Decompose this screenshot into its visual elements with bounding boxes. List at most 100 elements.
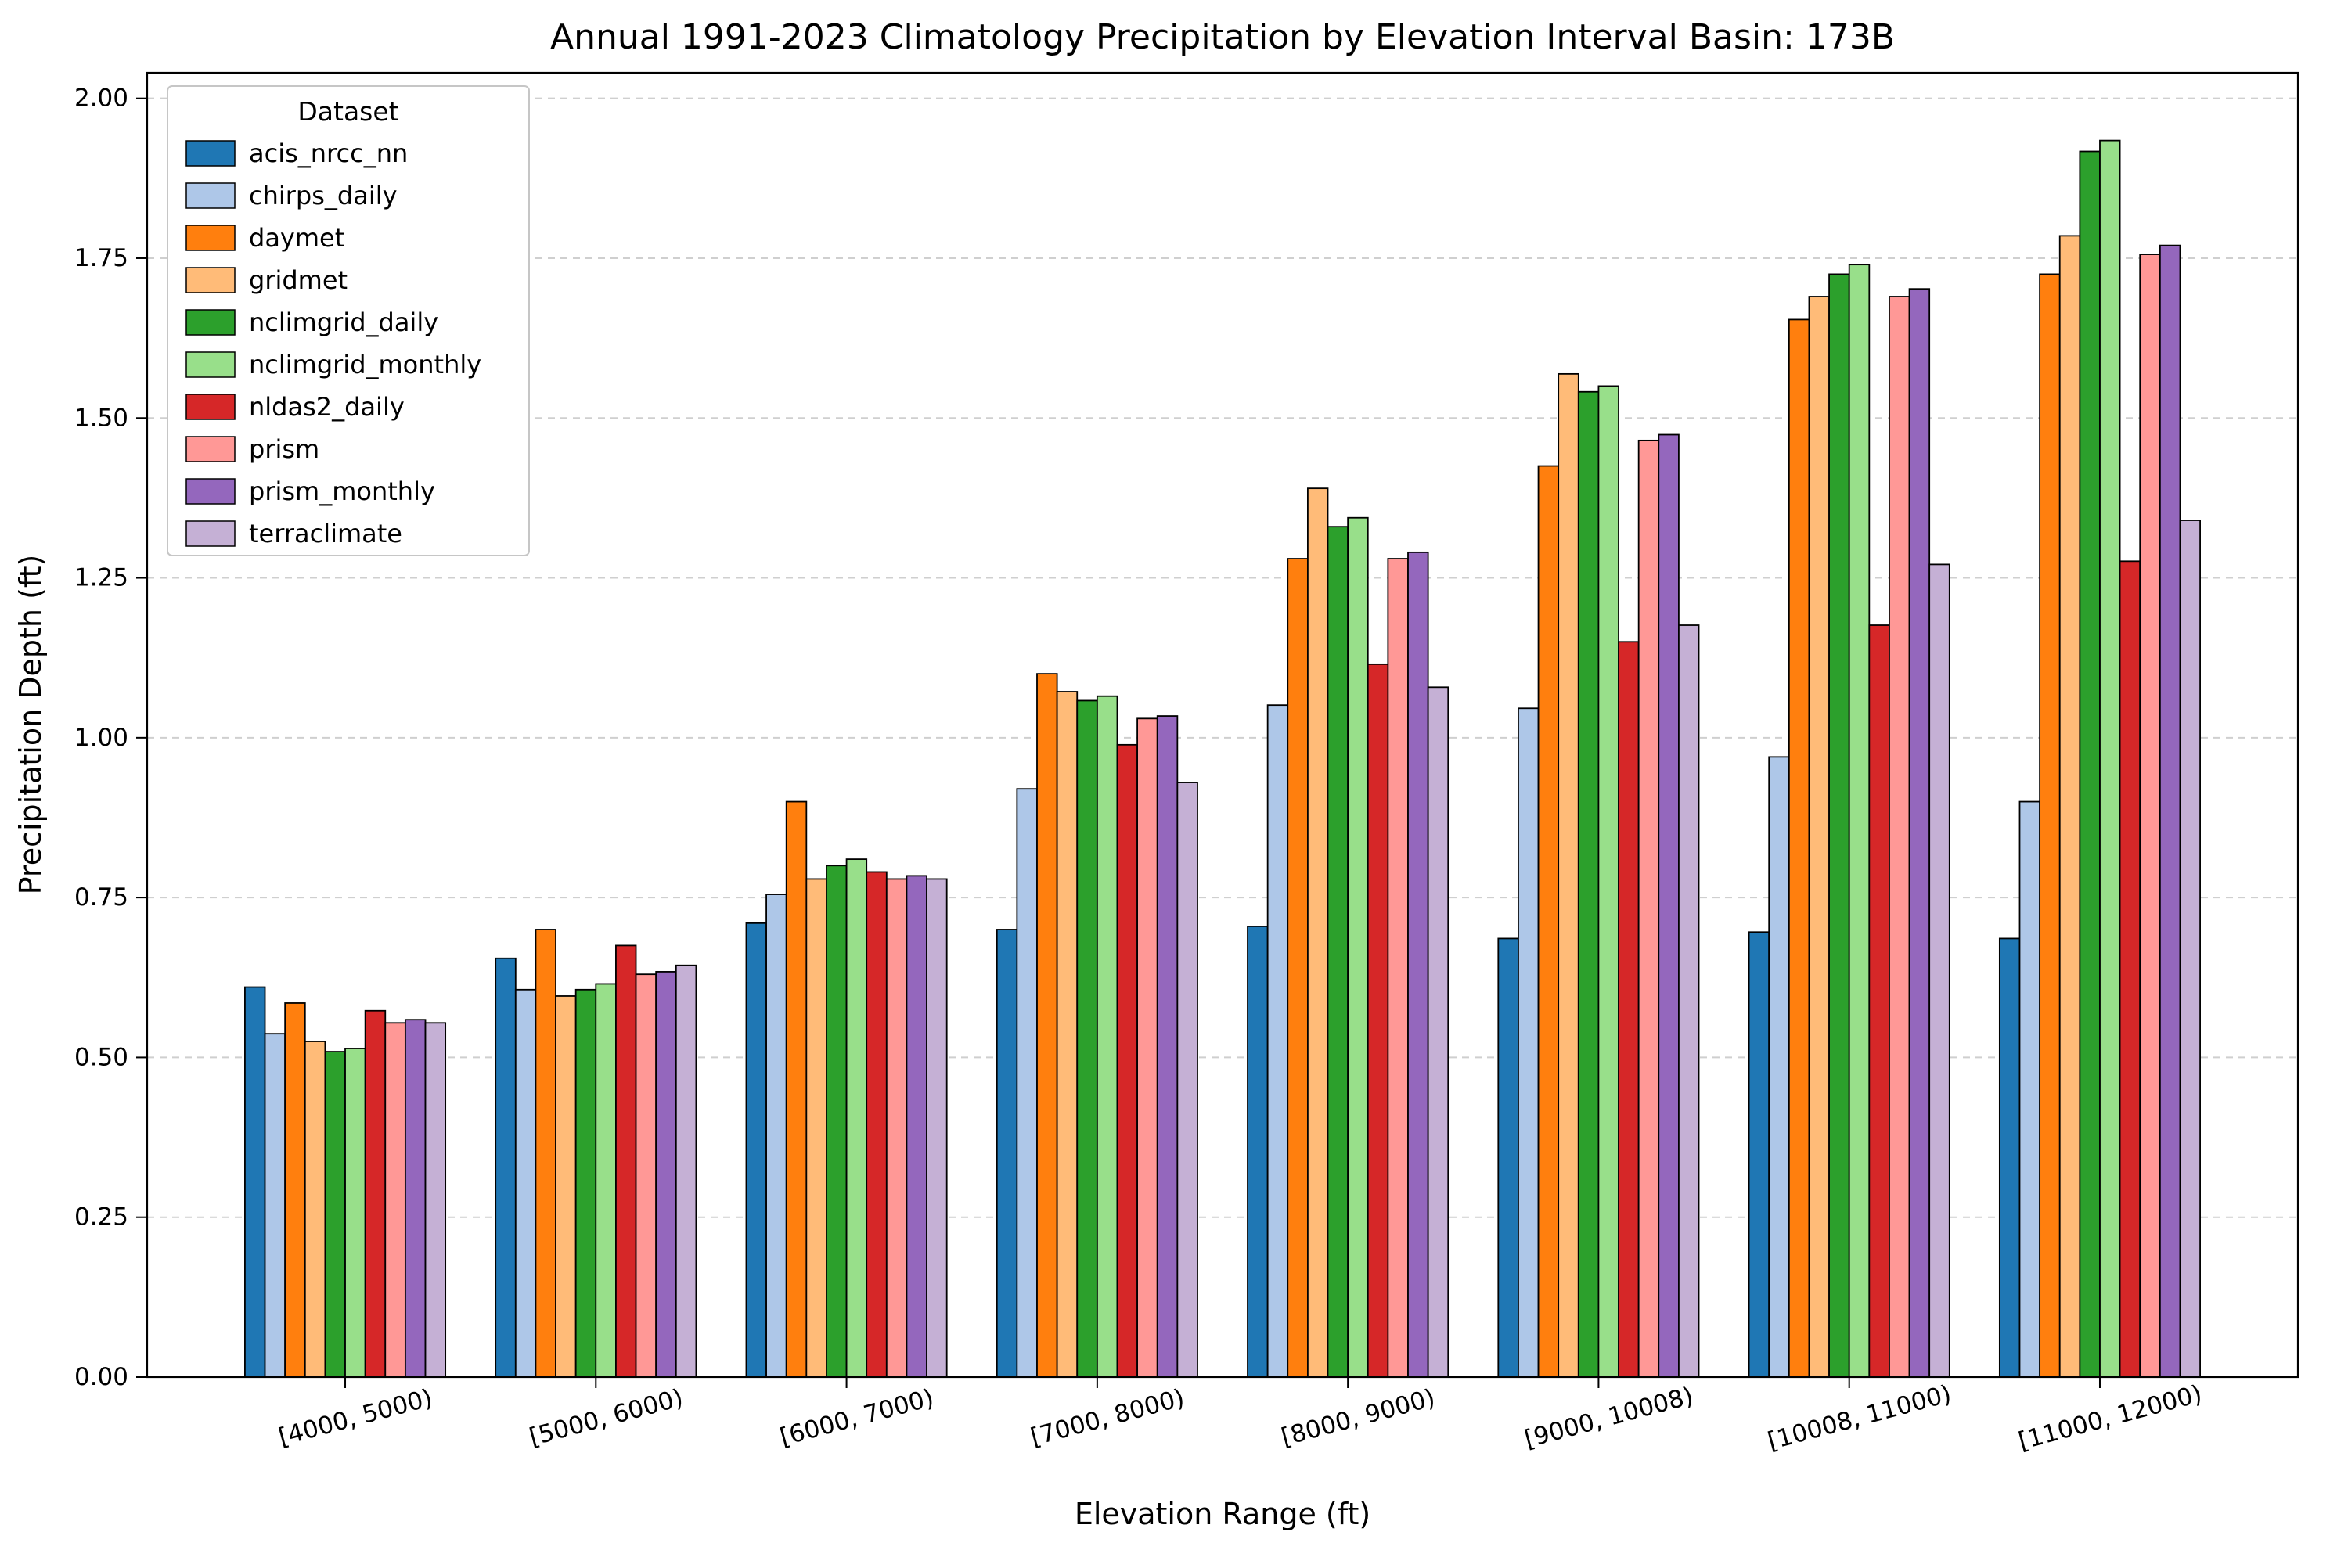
bar-gridmet [1056,691,1079,1378]
legend-swatch [185,351,236,378]
y-tick-label: 0.75 [74,883,128,912]
bar-nldas2_daily [2119,560,2141,1378]
bar-acis_nrcc_nn [1748,931,1770,1378]
bar-nclimgrid_monthly [1347,516,1369,1378]
y-tick-label: 0.25 [74,1203,128,1232]
bar-group [1247,487,1449,1378]
bar-nclimgrid_monthly [595,983,617,1378]
bar-chirps_daily [1518,707,1540,1378]
bar-terraclimate [1678,624,1700,1378]
bar-prism_monthly [404,1019,427,1378]
bar-daymet [1537,465,1560,1378]
legend-entry-label: prism_monthly [249,477,435,506]
bar-prism_monthly [655,971,677,1378]
bar-group [1748,264,1950,1378]
bar-acis_nrcc_nn [745,922,767,1378]
bar-acis_nrcc_nn [1247,926,1269,1378]
bar-terraclimate [1176,782,1198,1378]
bar-gridmet [1306,487,1329,1378]
bar-groups [244,139,2201,1378]
bar-nldas2_daily [364,1009,387,1378]
legend-entry: nclimgrid_daily [185,307,438,337]
bar-prism [1387,558,1409,1378]
bar-nldas2_daily [1868,624,1890,1378]
x-tick-label: [9000, 10008) [1522,1382,1696,1454]
legend-entry: gridmet [185,265,348,295]
bar-daymet [1788,318,1810,1378]
x-tick-label: [7000, 8000) [1028,1383,1187,1451]
bar-daymet [535,929,556,1378]
bar-group [495,929,697,1378]
x-axis-label: Elevation Range (ft) [1075,1497,1370,1531]
bar-daymet [785,800,808,1378]
bar-nclimgrid_daily [1076,699,1098,1378]
y-axis-ticks: 0.00 0.25 0.50 0.75 1.00 1.25 1.50 1.75 2.00 [74,85,147,1391]
bar-group [1497,372,1700,1378]
bar-daymet [284,1002,306,1378]
bar-group [1998,139,2201,1378]
bar-gridmet [304,1041,326,1378]
bar-prism_monthly [1658,433,1680,1378]
bar-prism_monthly [1908,288,1931,1378]
bar-group [996,673,1198,1378]
x-tick-label: [10008, 11000) [1765,1379,1954,1455]
bar-group [244,986,447,1378]
bar-acis_nrcc_nn [495,957,517,1378]
legend-entry-label: nclimgrid_daily [249,307,438,337]
bar-gridmet [2058,235,2081,1378]
legend-entry: terraclimate [185,519,402,548]
legend-entry: prism_monthly [185,477,435,506]
legend-entry-label: prism [249,434,319,464]
bar-daymet [1036,673,1058,1378]
bar-chirps_daily [2018,800,2041,1378]
x-tick-label: [6000, 7000) [777,1383,937,1451]
bar-prism_monthly [906,875,927,1378]
legend-swatch [185,394,236,420]
x-tick-label: [4000, 5000) [275,1383,435,1451]
bar-chirps_daily [765,894,787,1378]
legend-swatch [185,225,236,251]
legend-swatch [185,309,236,336]
bar-prism [1637,439,1660,1378]
bar-prism [885,878,908,1378]
bar-acis_nrcc_nn [244,986,266,1378]
bar-nclimgrid_daily [1828,273,1850,1378]
bar-nclimgrid_monthly [344,1048,366,1378]
plot-border [146,71,2299,1379]
legend-entry: nldas2_daily [185,392,405,422]
legend-swatch [185,520,236,547]
bar-nclimgrid_daily [324,1051,346,1378]
bar-chirps_daily [1016,788,1038,1378]
y-tick-label: 1.25 [74,564,128,592]
bar-nclimgrid_daily [1577,390,1600,1378]
legend-entry-label: terraclimate [249,519,402,548]
y-tick-label: 0.50 [74,1043,128,1071]
legend-entry-label: chirps_daily [249,181,398,210]
y-tick-label: 0.00 [74,1363,128,1391]
legend-entry: chirps_daily [185,181,398,210]
legend-entry: nclimgrid_monthly [185,350,481,379]
bar-daymet [2039,273,2061,1378]
bar-nldas2_daily [615,944,637,1378]
legend-swatch [185,140,236,167]
bar-prism [1136,717,1158,1378]
bar-chirps_daily [264,1033,286,1378]
bar-terraclimate [1427,686,1449,1378]
bar-prism_monthly [1407,551,1429,1378]
bar-daymet [1287,558,1309,1378]
bar-nclimgrid_daily [2079,150,2101,1378]
bar-prism_monthly [1156,715,1179,1378]
legend-swatch [185,436,236,462]
bar-chirps_daily [514,988,537,1378]
bar-nclimgrid_daily [826,865,848,1378]
legend-entry: prism [185,434,319,464]
legend-entry-label: daymet [249,223,344,253]
legend-entry: acis_nrcc_nn [185,138,408,168]
bar-nclimgrid_monthly [2099,139,2121,1378]
bar-gridmet [1808,296,1830,1378]
bar-terraclimate [1928,563,1950,1378]
bar-nclimgrid_monthly [845,858,868,1378]
